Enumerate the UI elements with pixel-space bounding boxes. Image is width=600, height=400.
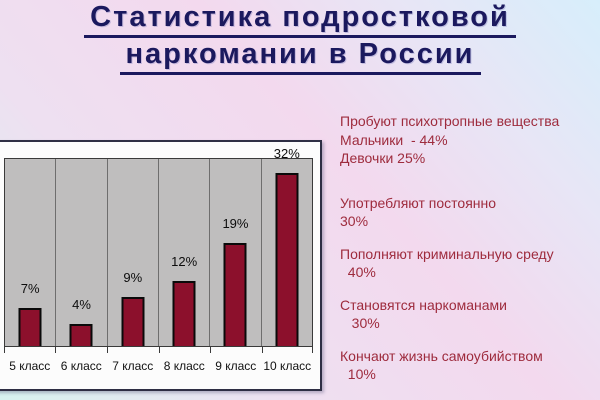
chart-column: 32%: [262, 146, 312, 346]
axis-tick: [4, 346, 5, 353]
axis-tick: [106, 346, 108, 353]
bar-value-label: 9%: [123, 270, 143, 285]
page-title: Статистика подростковой наркомании в Рос…: [0, 1, 600, 75]
bar: [69, 324, 93, 346]
bar-value-label: 19%: [222, 216, 249, 231]
axis-tick: [261, 346, 263, 353]
x-axis-label: 7 класс: [112, 359, 154, 373]
axis-tick: [158, 346, 160, 353]
chart-column: 9%: [108, 159, 159, 346]
bar: [121, 297, 145, 346]
chart-column: 12%: [159, 159, 211, 346]
bar: [275, 173, 299, 346]
bar: [172, 281, 196, 346]
page-title-line1: Статистика подростковой: [84, 1, 516, 38]
bar-chart: 7% 4% 9% 12% 19% 32% 5 класс 6 класс 7 класс 8 к…: [0, 140, 322, 391]
bar-value-label: 4%: [72, 297, 91, 312]
x-axis-labels: 5 класс 6 класс 7 класс 8 класс 9 класс 10 кл…: [4, 359, 313, 373]
stat-group-try-substances: Пробуют психотропные вещества Мальчики -…: [340, 113, 560, 166]
bar: [223, 243, 247, 346]
axis-tick: [209, 346, 211, 353]
x-axis-label: 9 класс: [215, 359, 257, 373]
x-axis: [4, 346, 313, 353]
x-axis-label: 5 класс: [9, 359, 51, 373]
chart-column: 19%: [210, 159, 262, 346]
axis-tick: [312, 346, 313, 353]
bar-value-label: 32%: [273, 146, 300, 161]
x-axis-label: 8 класс: [163, 359, 205, 373]
stat-group-suicide: Кончают жизнь самоубийством 10%: [340, 347, 543, 383]
bar-value-label: 12%: [171, 254, 198, 269]
chart-plot-area: 7% 4% 9% 12% 19% 32%: [4, 146, 313, 347]
chart-column: 4%: [56, 159, 108, 346]
x-axis-label: 10 класс: [263, 359, 312, 373]
bar: [18, 308, 42, 346]
page-title-line2: наркомании в России: [119, 38, 481, 75]
statistics-panel: Пробуют психотропные вещества Мальчики -…: [340, 112, 592, 398]
bar-value-label: 7%: [20, 281, 40, 296]
stat-group-criminal: Пополняют криминальную среду 40%: [340, 245, 554, 281]
axis-tick: [55, 346, 57, 353]
chart-column: 7%: [5, 159, 57, 346]
stat-group-use-constantly: Употребляют постоянно 30%: [340, 194, 497, 230]
stat-group-become-addicts: Становятся наркоманами 30%: [340, 296, 508, 332]
x-axis-label: 6 класс: [60, 359, 102, 373]
